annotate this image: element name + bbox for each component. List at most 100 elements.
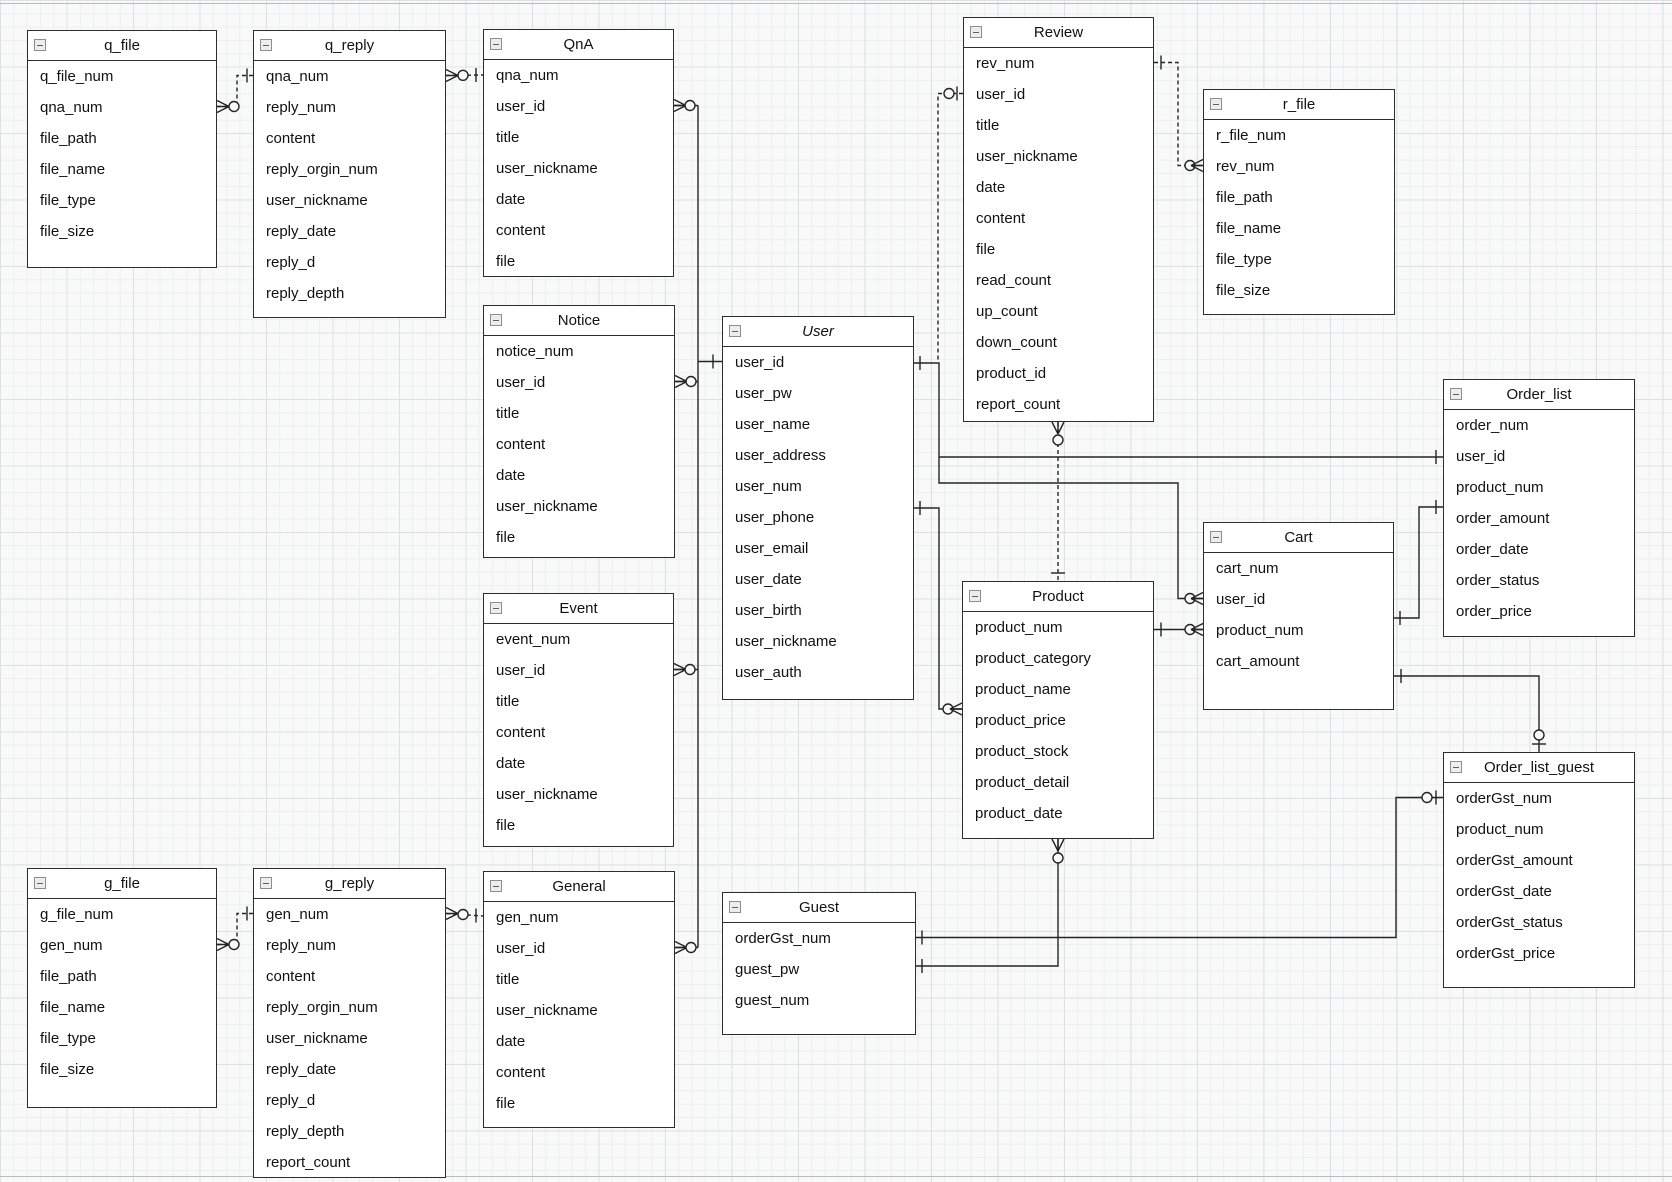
collapse-minus-icon[interactable] xyxy=(490,314,502,326)
table-field-general-user_id[interactable]: user_id xyxy=(496,940,546,957)
table-field-qna-date[interactable]: date xyxy=(496,191,526,208)
connector-product-cart[interactable] xyxy=(1154,622,1204,637)
table-header-notice[interactable]: Notice xyxy=(484,306,674,336)
connector-review-product[interactable] xyxy=(1051,421,1065,581)
table-field-order_list-order_amount[interactable]: order_amount xyxy=(1456,510,1550,527)
table-field-q_file-file_name[interactable]: file_name xyxy=(40,161,106,178)
table-field-user-user_id[interactable]: user_id xyxy=(735,354,785,371)
collapse-minus-icon[interactable] xyxy=(729,325,741,337)
table-field-guest-guest_pw[interactable]: guest_pw xyxy=(735,961,800,978)
table-field-g_reply-reply_orgin_num[interactable]: reply_orgin_num xyxy=(266,999,378,1016)
table-field-user-user_nickname[interactable]: user_nickname xyxy=(735,633,837,650)
table-field-product-product_date[interactable]: product_date xyxy=(975,805,1063,822)
table-field-notice-user_nickname[interactable]: user_nickname xyxy=(496,498,598,515)
entity-table-g_reply[interactable]: g_reply gen_num reply_num content reply_orgi… xyxy=(253,868,446,1178)
table-field-g_file-g_file_num[interactable]: g_file_num xyxy=(40,906,114,923)
table-header-user[interactable]: User xyxy=(723,317,913,347)
connector-review-user[interactable] xyxy=(937,86,963,364)
table-field-general-file[interactable]: file xyxy=(496,1095,516,1112)
table-field-q_file-file_type[interactable]: file_type xyxy=(40,192,96,209)
connector-g_file-g_reply[interactable] xyxy=(216,906,253,952)
table-field-user-user_email[interactable]: user_email xyxy=(735,540,809,557)
table-field-user-user_birth[interactable]: user_birth xyxy=(735,602,802,619)
collapse-minus-icon[interactable] xyxy=(490,38,502,50)
table-field-g_file-gen_num[interactable]: gen_num xyxy=(40,937,103,954)
table-field-product-product_detail[interactable]: product_detail xyxy=(975,774,1070,791)
table-field-g_reply-reply_num[interactable]: reply_num xyxy=(266,937,337,954)
table-field-order_list_guest-orderGst_price[interactable]: orderGst_price xyxy=(1456,945,1556,962)
table-header-product[interactable]: Product xyxy=(963,582,1153,612)
table-field-qna-content[interactable]: content xyxy=(496,222,546,239)
table-field-order_list_guest-orderGst_status[interactable]: orderGst_status xyxy=(1456,914,1563,931)
table-field-user-user_phone[interactable]: user_phone xyxy=(735,509,815,526)
table-field-cart-product_num[interactable]: product_num xyxy=(1216,622,1304,639)
table-field-review-up_count[interactable]: up_count xyxy=(976,303,1038,320)
table-field-cart-cart_num[interactable]: cart_num xyxy=(1216,560,1279,577)
table-header-general[interactable]: General xyxy=(484,872,674,902)
table-field-review-report_count[interactable]: report_count xyxy=(976,396,1061,413)
table-field-q_reply-content[interactable]: content xyxy=(266,130,316,147)
connector-notice-user-exit[interactable] xyxy=(674,374,698,389)
table-field-notice-notice_num[interactable]: notice_num xyxy=(496,343,574,360)
table-field-g_file-file_name[interactable]: file_name xyxy=(40,999,106,1016)
table-field-order_list_guest-orderGst_date[interactable]: orderGst_date xyxy=(1456,883,1552,900)
table-field-notice-content[interactable]: content xyxy=(496,436,546,453)
collapse-minus-icon[interactable] xyxy=(1450,761,1462,773)
table-field-product-product_num[interactable]: product_num xyxy=(975,619,1063,636)
connector-g_reply-general[interactable] xyxy=(445,906,484,923)
table-field-g_file-file_size[interactable]: file_size xyxy=(40,1061,95,1078)
table-field-qna-file[interactable]: file xyxy=(496,253,516,270)
connector-q_file-q_reply[interactable] xyxy=(216,68,253,114)
collapse-minus-icon[interactable] xyxy=(1210,98,1222,110)
connector-q_reply-qna[interactable] xyxy=(445,68,484,83)
table-field-g_reply-user_nickname[interactable]: user_nickname xyxy=(266,1030,368,1047)
table-field-product-product_category[interactable]: product_category xyxy=(975,650,1091,667)
table-field-order_list_guest-orderGst_num[interactable]: orderGst_num xyxy=(1456,790,1552,807)
connector-qna-user-exit[interactable] xyxy=(673,98,698,113)
table-field-q_file-file_path[interactable]: file_path xyxy=(40,130,97,147)
collapse-minus-icon[interactable] xyxy=(970,26,982,38)
entity-table-event[interactable]: Event event_num user_id title content date use… xyxy=(483,593,674,847)
entity-table-cart[interactable]: Cart cart_num user_id product_num cart_amoun… xyxy=(1203,522,1394,710)
table-field-q_reply-reply_d[interactable]: reply_d xyxy=(266,254,316,271)
table-field-q_reply-user_nickname[interactable]: user_nickname xyxy=(266,192,368,209)
table-header-q_file[interactable]: q_file xyxy=(28,31,216,61)
table-field-r_file-file_size[interactable]: file_size xyxy=(1216,282,1271,299)
table-field-r_file-file_path[interactable]: file_path xyxy=(1216,189,1273,206)
table-field-review-user_nickname[interactable]: user_nickname xyxy=(976,148,1078,165)
connector-user-order_list[interactable] xyxy=(914,356,1443,464)
connector-event-user-exit[interactable] xyxy=(673,662,698,677)
entity-table-q_reply[interactable]: q_reply qna_num reply_num content reply_orgi… xyxy=(253,30,446,318)
table-field-r_file-file_type[interactable]: file_type xyxy=(1216,251,1272,268)
table-header-q_reply[interactable]: q_reply xyxy=(254,31,445,61)
table-field-review-rev_num[interactable]: rev_num xyxy=(976,55,1035,72)
entity-table-order_list[interactable]: Order_list order_num user_id product_num ord… xyxy=(1443,379,1635,637)
table-field-r_file-file_name[interactable]: file_name xyxy=(1216,220,1282,237)
table-field-order_list_guest-orderGst_amount[interactable]: orderGst_amount xyxy=(1456,852,1573,869)
entity-table-notice[interactable]: Notice notice_num user_id title content date u… xyxy=(483,305,675,558)
collapse-minus-icon[interactable] xyxy=(34,877,46,889)
table-field-review-product_id[interactable]: product_id xyxy=(976,365,1047,382)
table-field-event-user_nickname[interactable]: user_nickname xyxy=(496,786,598,803)
table-field-guest-orderGst_num[interactable]: orderGst_num xyxy=(735,930,831,947)
table-field-notice-date[interactable]: date xyxy=(496,467,526,484)
table-field-general-user_nickname[interactable]: user_nickname xyxy=(496,1002,598,1019)
table-field-general-date[interactable]: date xyxy=(496,1033,526,1050)
table-field-review-date[interactable]: date xyxy=(976,179,1006,196)
table-header-g_file[interactable]: g_file xyxy=(28,869,216,899)
table-field-product-product_stock[interactable]: product_stock xyxy=(975,743,1069,760)
table-field-product-product_price[interactable]: product_price xyxy=(975,712,1066,729)
table-field-cart-user_id[interactable]: user_id xyxy=(1216,591,1266,608)
collapse-minus-icon[interactable] xyxy=(729,901,741,913)
collapse-minus-icon[interactable] xyxy=(969,590,981,602)
collapse-minus-icon[interactable] xyxy=(260,877,272,889)
table-field-q_file-qna_num[interactable]: qna_num xyxy=(40,99,103,116)
table-field-q_reply-reply_orgin_num[interactable]: reply_orgin_num xyxy=(266,161,378,178)
entity-table-order_list_guest[interactable]: Order_list_guest orderGst_num product_num o… xyxy=(1443,752,1635,988)
table-field-user-user_auth[interactable]: user_auth xyxy=(735,664,802,681)
table-header-qna[interactable]: QnA xyxy=(484,30,673,60)
table-field-order_list-order_status[interactable]: order_status xyxy=(1456,572,1540,589)
table-field-q_file-q_file_num[interactable]: q_file_num xyxy=(40,68,114,85)
connector-guest-product[interactable] xyxy=(916,838,1065,973)
table-field-general-content[interactable]: content xyxy=(496,1064,546,1081)
